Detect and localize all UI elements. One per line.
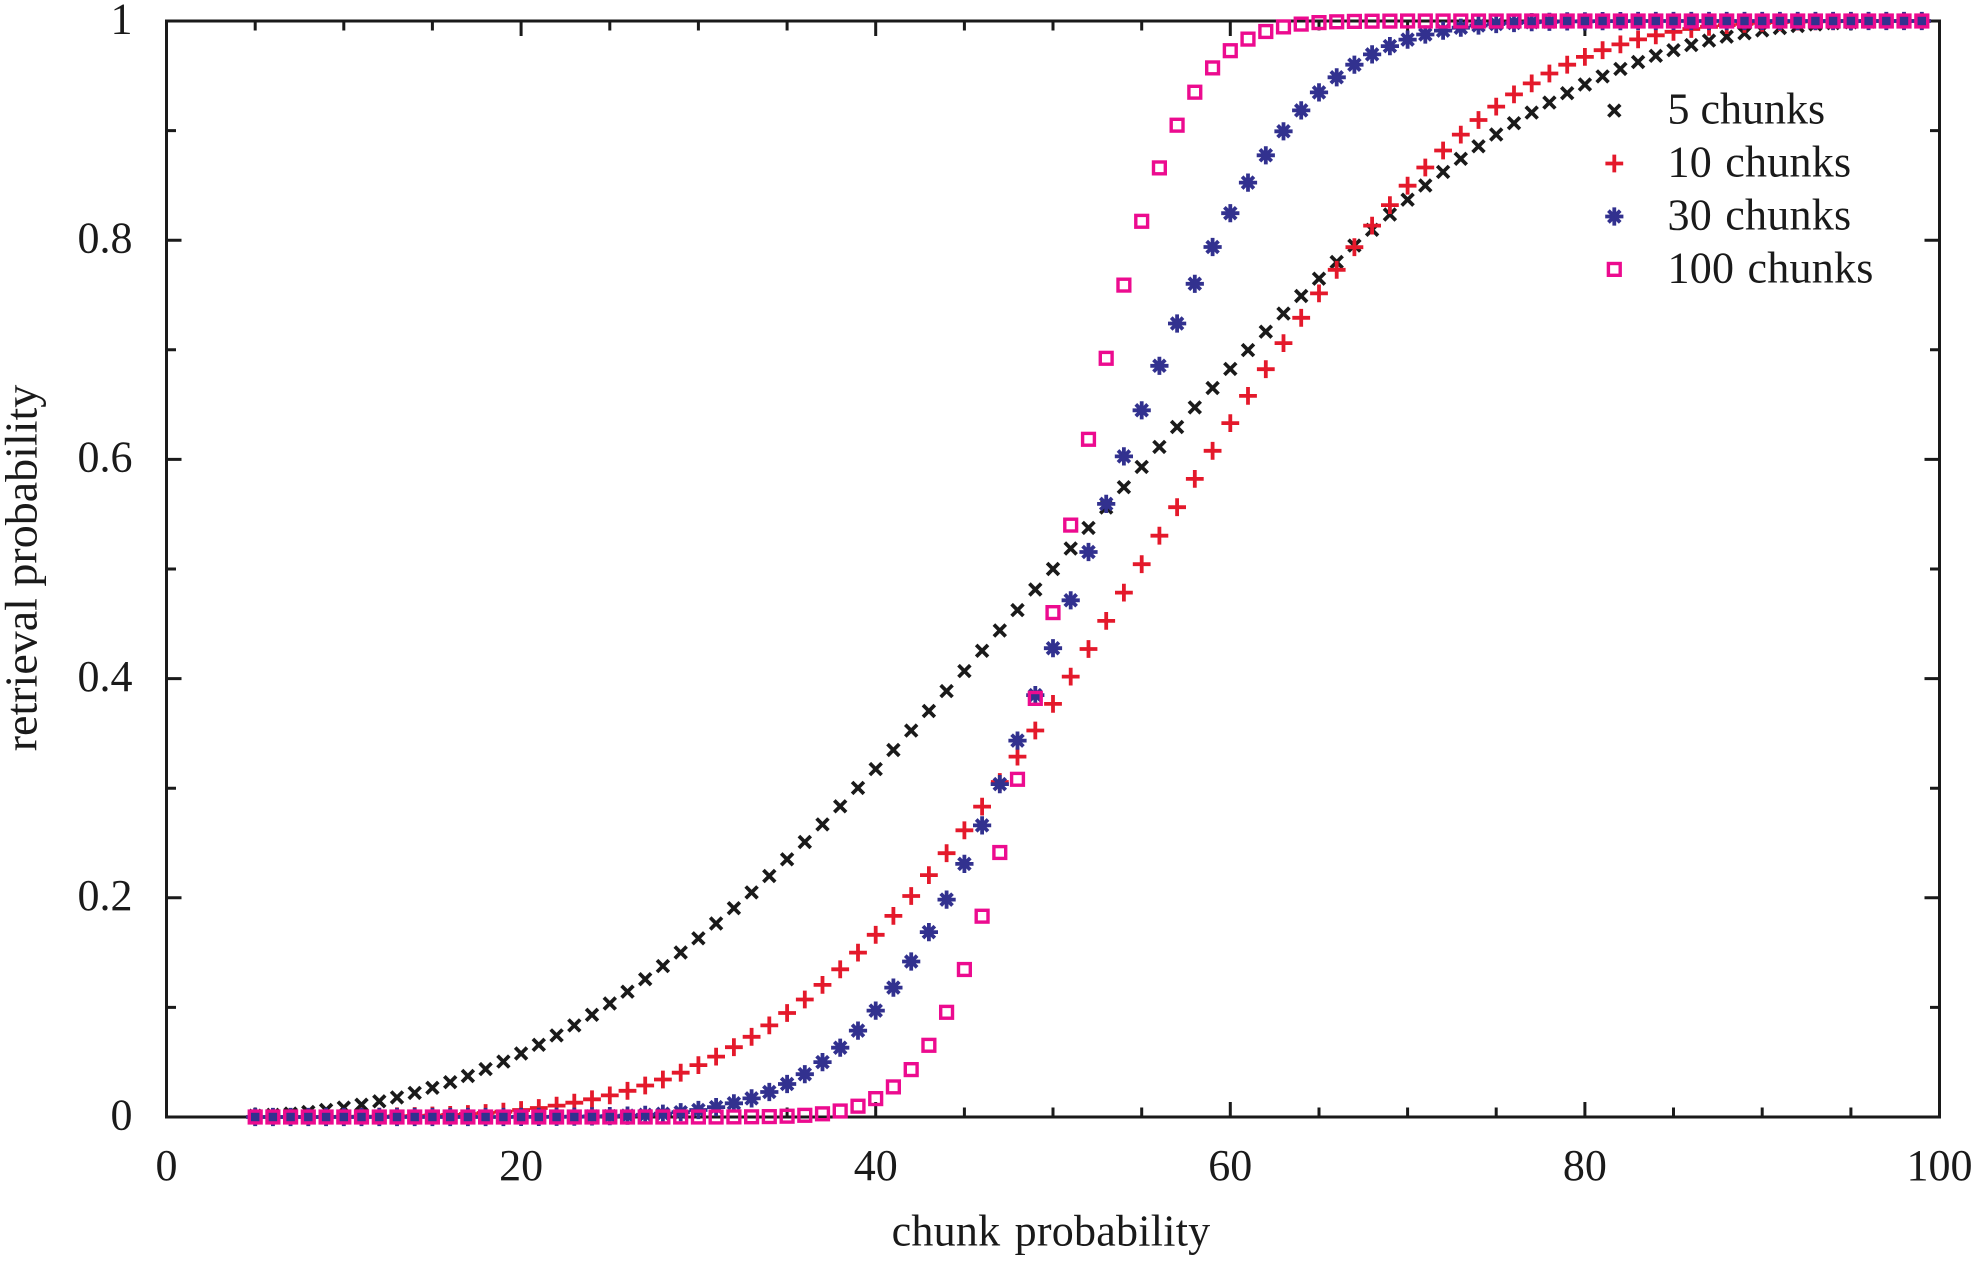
svg-text:0.2: 0.2 [78, 871, 133, 920]
svg-text:30 chunks: 30 chunks [1668, 191, 1852, 240]
svg-text:chunk probability: chunk probability [892, 1207, 1211, 1256]
svg-text:5 chunks: 5 chunks [1668, 85, 1826, 134]
svg-text:60: 60 [1208, 1141, 1252, 1190]
svg-text:80: 80 [1563, 1141, 1607, 1190]
svg-text:0: 0 [111, 1090, 133, 1139]
svg-text:retrieval probability: retrieval probability [0, 385, 47, 752]
svg-text:20: 20 [499, 1141, 543, 1190]
svg-text:1: 1 [111, 0, 133, 43]
svg-text:0: 0 [156, 1141, 178, 1190]
svg-text:100: 100 [1907, 1141, 1973, 1190]
svg-text:10 chunks: 10 chunks [1668, 138, 1852, 187]
svg-text:0.8: 0.8 [78, 214, 133, 263]
svg-text:0.4: 0.4 [78, 652, 133, 701]
svg-text:40: 40 [854, 1141, 898, 1190]
svg-text:0.6: 0.6 [78, 433, 133, 482]
svg-text:100 chunks: 100 chunks [1668, 243, 1874, 292]
